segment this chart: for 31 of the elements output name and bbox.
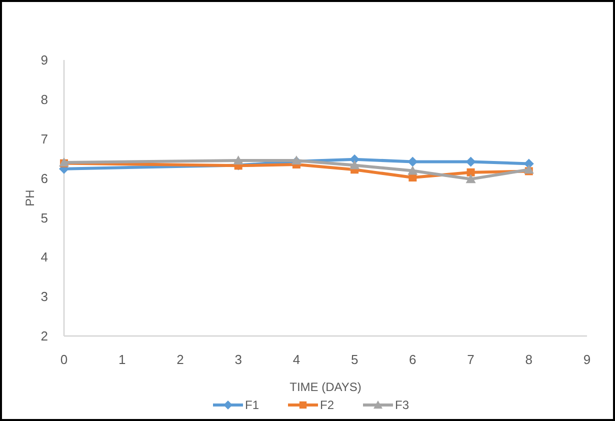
point (408, 166, 418, 175)
x-tick-label: 0 (60, 352, 68, 367)
point (524, 164, 534, 174)
point (466, 168, 475, 176)
x-tick-label: 5 (350, 352, 358, 367)
point (350, 160, 360, 170)
point (408, 156, 418, 167)
point (466, 156, 476, 167)
x-axis-title: TIME (DAYS) (290, 380, 362, 394)
y-tick-label: 5 (40, 210, 48, 226)
x-tick-label: 7 (467, 352, 474, 367)
y-tick-label: 2 (40, 328, 48, 344)
y-tick-label: 7 (40, 131, 48, 146)
y-tick-label: 9 (40, 52, 48, 68)
y-tick-label: 8 (40, 92, 48, 107)
x-tick-label: 3 (234, 352, 242, 367)
y-tick-label: 3 (40, 289, 48, 304)
legend-label: F2 (320, 398, 334, 412)
point (466, 174, 476, 184)
y-axis-title: PH (23, 190, 37, 206)
x-tick-label: 6 (409, 352, 416, 367)
x-tick-label: 1 (118, 352, 126, 367)
legend-label: F3 (395, 398, 410, 412)
legend-label: F1 (245, 398, 260, 412)
point (233, 156, 244, 165)
x-tick-label: 2 (176, 352, 184, 367)
x-tick-label: 9 (583, 352, 591, 367)
y-tick-label: 4 (40, 250, 48, 265)
y-tick-label: 6 (40, 170, 48, 186)
x-tick-label: 8 (525, 352, 533, 367)
x-tick-label: 4 (292, 352, 300, 367)
